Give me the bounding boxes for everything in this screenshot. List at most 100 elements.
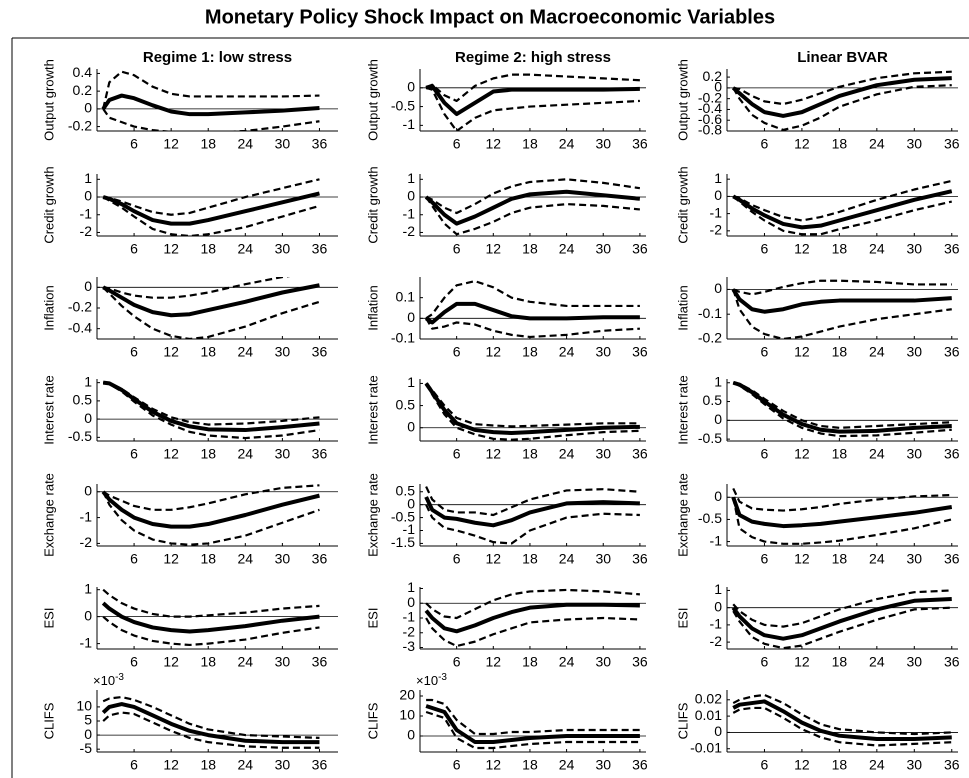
x-tick-label: 18 bbox=[832, 344, 848, 360]
multiplier-exponent: -3 bbox=[438, 672, 447, 683]
y-axis-label: Inflation bbox=[41, 285, 56, 331]
x-tick-label: 36 bbox=[632, 654, 648, 670]
x-tick-label: 18 bbox=[522, 241, 538, 257]
x-tick-label: 18 bbox=[832, 136, 848, 152]
x-tick-label: 6 bbox=[130, 241, 138, 257]
lines bbox=[732, 380, 952, 438]
x-tick-label: 30 bbox=[275, 654, 291, 670]
x-tick-label: 18 bbox=[832, 654, 848, 670]
y-tick-label: 1 bbox=[407, 170, 415, 186]
median-line bbox=[102, 380, 320, 433]
median-line bbox=[732, 189, 953, 230]
x-tick-label: 18 bbox=[200, 344, 216, 360]
x-tick-label: 12 bbox=[163, 551, 179, 567]
y-tick-label: -1 bbox=[710, 532, 723, 548]
axis-multiplier: ×10-3 bbox=[93, 672, 124, 689]
lines bbox=[424, 382, 640, 441]
lines bbox=[425, 73, 640, 131]
y-axis-label: Interest rate bbox=[675, 375, 690, 444]
x-tick-label: 36 bbox=[944, 446, 960, 462]
y-tick-label: -2 bbox=[403, 623, 416, 639]
median-line bbox=[424, 496, 640, 528]
x-tick-label: 36 bbox=[312, 136, 328, 152]
x-tick-label: 12 bbox=[794, 551, 810, 567]
x-tick-label: 30 bbox=[275, 757, 291, 773]
panel: Inflation -0.4 -0.2 0 6 12 18 24 30 36 bbox=[41, 277, 338, 360]
x-tick-label: 30 bbox=[275, 446, 291, 462]
x-tick-label: 18 bbox=[832, 551, 848, 567]
lines bbox=[102, 277, 320, 339]
panel: CLIFS ×10-3 0 10 20 6 12 18 24 30 36 bbox=[365, 672, 647, 773]
y-tick-label: 1 bbox=[84, 170, 92, 186]
x-tick-label: 6 bbox=[130, 757, 138, 773]
x-tick-label: 24 bbox=[559, 241, 575, 257]
x-tick-label: 24 bbox=[559, 136, 575, 152]
panel: Inflation -0.1 0 0.1 6 12 18 24 30 36 bbox=[365, 277, 648, 360]
x-tick-label: 36 bbox=[632, 551, 648, 567]
x-tick-label: 12 bbox=[486, 241, 502, 257]
multiplier-exponent: -3 bbox=[115, 672, 124, 683]
x-tick-label: 12 bbox=[163, 654, 179, 670]
lines bbox=[731, 70, 952, 131]
lines bbox=[731, 487, 953, 545]
x-tick-label: 36 bbox=[632, 344, 648, 360]
lines bbox=[732, 179, 953, 236]
panel: Interest rate -0.5 0 0.5 1 6 12 18 24 30 36 bbox=[41, 373, 338, 462]
x-tick-label: 6 bbox=[130, 654, 138, 670]
panel: ESI -1 0 1 6 12 18 24 30 36 bbox=[41, 580, 338, 670]
y-axis-label: Exchange rate bbox=[675, 473, 690, 557]
x-tick-label: 6 bbox=[761, 757, 769, 773]
median-line bbox=[731, 597, 952, 641]
y-axis-label: ESI bbox=[41, 608, 56, 629]
y-tick-label: 0 bbox=[84, 278, 92, 294]
y-tick-label: 0.4 bbox=[73, 64, 93, 80]
x-tick-label: 24 bbox=[238, 241, 254, 257]
y-tick-label: 0 bbox=[407, 727, 415, 743]
x-tick-label: 24 bbox=[869, 551, 885, 567]
y-axis-label: ESI bbox=[365, 608, 380, 629]
x-tick-label: 30 bbox=[595, 757, 611, 773]
x-tick-label: 30 bbox=[907, 241, 923, 257]
x-tick-label: 18 bbox=[200, 654, 216, 670]
y-tick-label: -5 bbox=[80, 740, 93, 756]
x-tick-label: 30 bbox=[595, 446, 611, 462]
x-tick-label: 6 bbox=[761, 344, 769, 360]
y-tick-label: -0.4 bbox=[68, 319, 92, 335]
x-tick-label: 36 bbox=[312, 551, 328, 567]
y-tick-label: 0 bbox=[714, 488, 722, 504]
x-tick-label: 36 bbox=[632, 446, 648, 462]
x-tick-label: 18 bbox=[522, 446, 538, 462]
x-tick-label: 6 bbox=[761, 241, 769, 257]
x-tick-label: 12 bbox=[163, 757, 179, 773]
x-tick-label: 36 bbox=[944, 551, 960, 567]
median-line bbox=[102, 191, 320, 226]
y-tick-label: -0.2 bbox=[68, 299, 92, 315]
y-tick-label: 1 bbox=[714, 170, 722, 186]
band-line bbox=[732, 381, 952, 438]
y-tick-label: 1 bbox=[714, 581, 722, 597]
y-axis-label: Exchange rate bbox=[41, 473, 56, 557]
y-tick-label: -0.2 bbox=[68, 117, 92, 133]
band-line bbox=[425, 196, 640, 236]
y-axis-label: Credit growth bbox=[41, 166, 56, 243]
y-tick-label: 0.5 bbox=[73, 392, 93, 408]
x-tick-label: 30 bbox=[907, 446, 923, 462]
y-tick-label: 10 bbox=[76, 698, 92, 714]
x-tick-label: 6 bbox=[453, 757, 461, 773]
panel: ESI -3-2-101 6 12 18 24 30 36 bbox=[365, 579, 647, 670]
y-tick-label: -0.8 bbox=[698, 122, 722, 138]
y-tick-label: -0.5 bbox=[68, 428, 92, 444]
band-line bbox=[425, 710, 640, 750]
median-line bbox=[732, 699, 952, 741]
y-tick-label: -1.5 bbox=[391, 534, 415, 550]
band-line bbox=[732, 84, 952, 131]
y-axis-label: Exchange rate bbox=[365, 473, 380, 557]
y-tick-label: -2 bbox=[710, 222, 723, 238]
x-tick-label: 12 bbox=[163, 136, 179, 152]
x-tick-label: 12 bbox=[486, 446, 502, 462]
x-tick-label: 24 bbox=[869, 241, 885, 257]
x-tick-label: 6 bbox=[761, 551, 769, 567]
y-axis-label: Inflation bbox=[365, 285, 380, 331]
panel-title: Regime 2: high stress bbox=[455, 49, 611, 66]
x-tick-label: 30 bbox=[595, 654, 611, 670]
